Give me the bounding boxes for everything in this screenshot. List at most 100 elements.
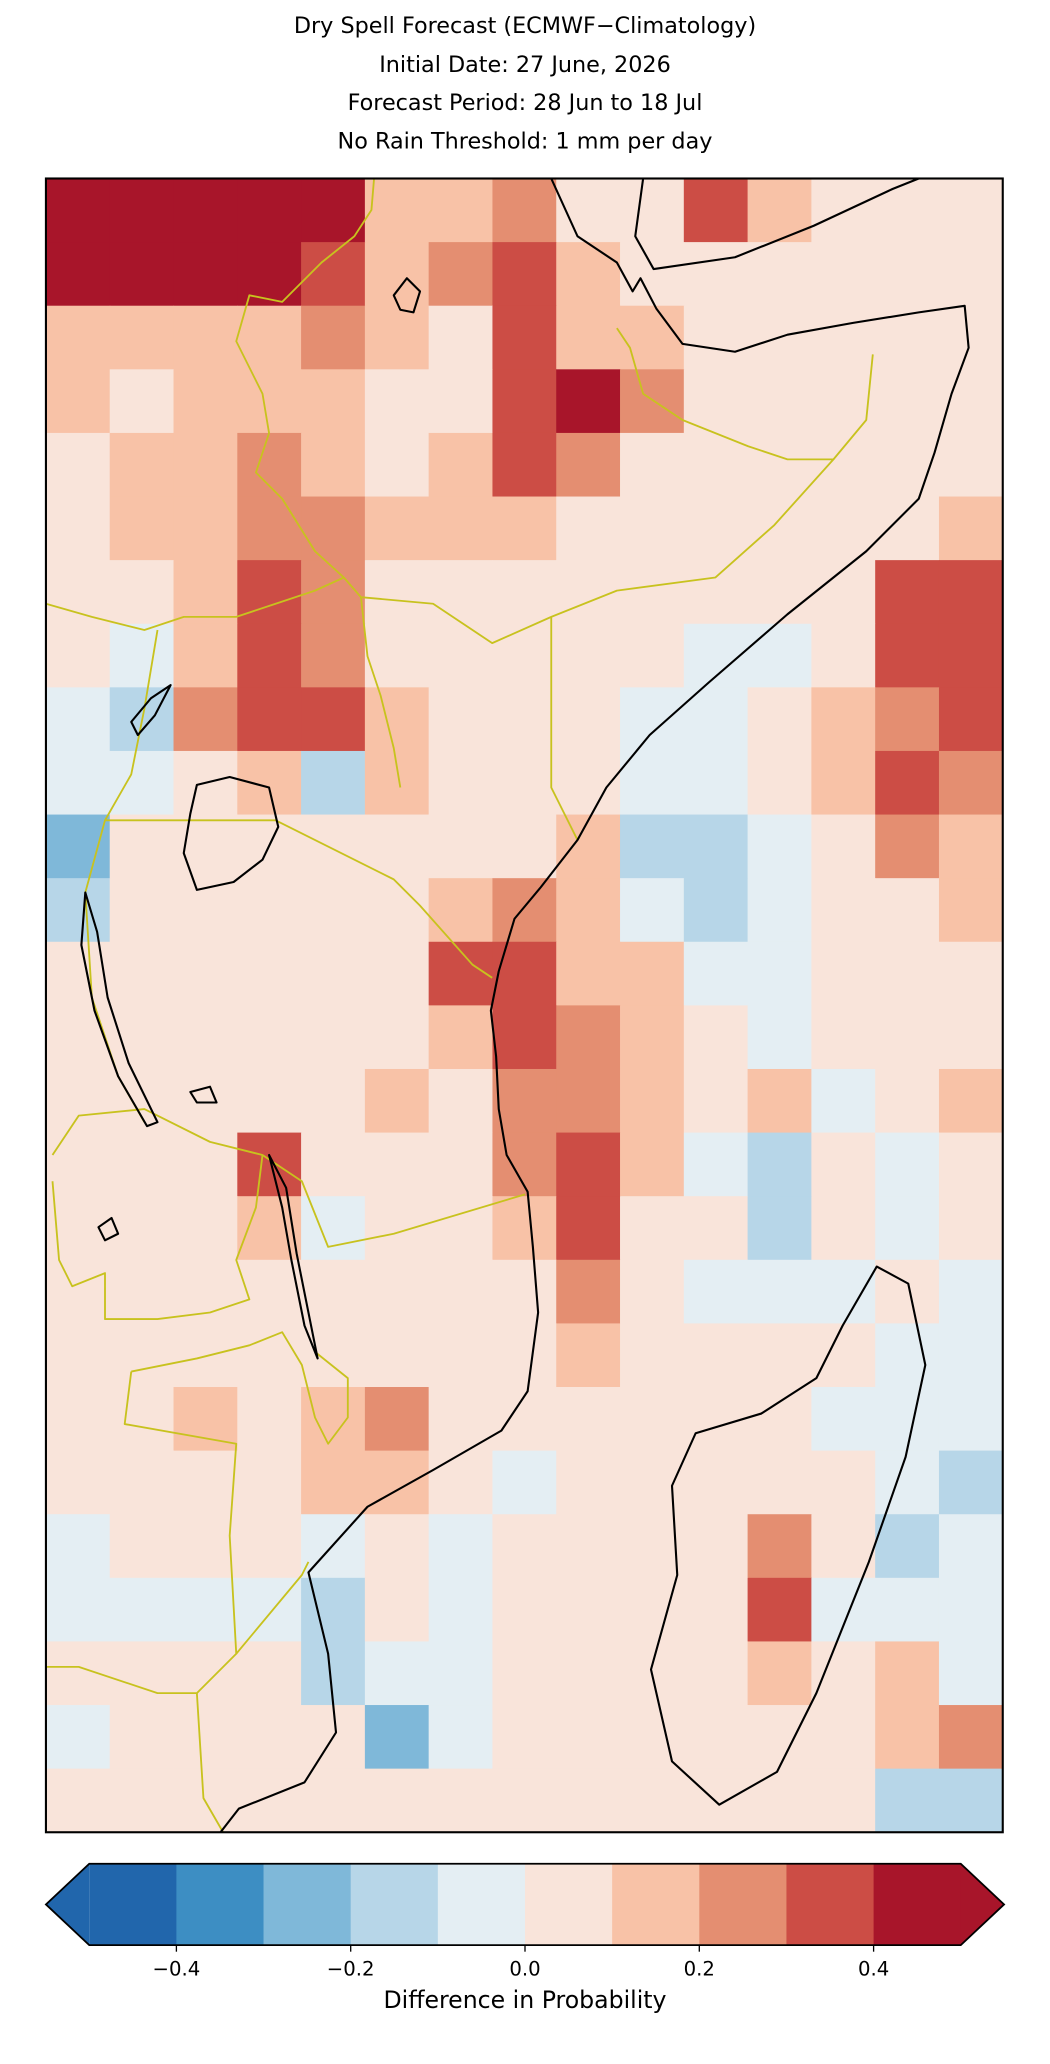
grid-cell <box>875 496 940 561</box>
grid-cell <box>237 1768 302 1833</box>
grid-cell <box>556 432 621 498</box>
colorbar-label: Difference in Probability <box>383 1986 666 2014</box>
grid-cell <box>875 1514 940 1579</box>
grid-cell <box>109 1768 175 1833</box>
grid-cell <box>428 496 493 561</box>
grid-cell <box>492 178 557 243</box>
grid-cell <box>938 1323 1004 1388</box>
grid-cell <box>747 1450 812 1515</box>
grid-cell <box>938 687 1004 752</box>
grid-cell <box>492 1323 557 1388</box>
grid-cell <box>556 560 621 625</box>
grid-cell <box>45 1768 111 1833</box>
grid-cell <box>683 1196 749 1261</box>
grid-cell <box>301 1577 366 1642</box>
grid-cell <box>938 623 1004 688</box>
grid-cell <box>875 1705 940 1770</box>
coastline <box>80 891 159 1128</box>
coastline <box>219 178 970 1833</box>
grid-cell <box>556 878 621 943</box>
grid-cell <box>237 941 302 1006</box>
colorbar-tick-label: 0.0 <box>509 1958 540 1981</box>
border <box>45 576 345 631</box>
grid-cell <box>492 750 557 816</box>
grid-cell <box>364 432 430 498</box>
grid-cell <box>428 1768 493 1833</box>
grid-cell <box>109 242 175 307</box>
grid-cell <box>173 1196 238 1261</box>
grid-cell <box>875 242 940 307</box>
grid-cell <box>747 1259 812 1324</box>
grid-cell <box>875 1068 940 1134</box>
colorbar: −0.4 −0.2 0.0 0.2 0.4 <box>44 1862 1006 1981</box>
grid-cell <box>875 1259 940 1324</box>
grid-cell <box>683 941 749 1006</box>
grid-cell <box>173 432 238 498</box>
grid-cell <box>938 1450 1004 1515</box>
grid-cell <box>109 305 175 370</box>
grid-cell <box>237 305 302 370</box>
grid-cell <box>875 1196 940 1261</box>
grid-cell <box>556 941 621 1006</box>
grid-cell <box>428 1705 493 1770</box>
grid-cell <box>109 496 175 561</box>
coastline <box>130 684 172 737</box>
border <box>195 1693 224 1833</box>
grid-cell <box>45 1068 111 1134</box>
grid-cell <box>45 496 111 561</box>
grid-cell <box>747 369 812 434</box>
grid-cell <box>237 878 302 943</box>
grid-cell <box>811 1641 876 1706</box>
grid-cell <box>301 1259 366 1324</box>
grid-cell <box>556 1514 621 1579</box>
grid-cell <box>938 305 1004 370</box>
grid-cell <box>492 369 557 434</box>
grid-cell <box>875 1132 940 1197</box>
grid-cell <box>428 1259 493 1324</box>
grid-cell <box>109 814 175 879</box>
grid-cell <box>875 1387 940 1452</box>
grid-cell <box>875 687 940 752</box>
grid-cell <box>237 560 302 625</box>
grid-cell <box>364 1450 430 1515</box>
grid-cell <box>556 1450 621 1515</box>
grid-cell <box>428 178 493 243</box>
grid-cell <box>237 242 302 307</box>
colorbar-tick-label: 0.2 <box>684 1958 715 1981</box>
grid-cell <box>556 1768 621 1833</box>
grid-cell <box>811 687 876 752</box>
grid-cell <box>620 1196 685 1261</box>
grid-cell <box>428 1196 493 1261</box>
grid-cell <box>428 1005 493 1070</box>
grid-cell <box>364 687 430 752</box>
grid-cell <box>747 623 812 688</box>
coastline <box>268 1153 319 1360</box>
grid-cell <box>364 369 430 434</box>
grid-cell <box>492 1705 557 1770</box>
grid-cell <box>683 496 749 561</box>
grid-cell <box>811 1450 876 1515</box>
grid-cell <box>492 1450 557 1515</box>
grid-cell <box>237 1450 302 1515</box>
grid-cell <box>109 560 175 625</box>
grid-cell <box>301 878 366 943</box>
grid-cell <box>45 1387 111 1452</box>
grid-cell <box>683 1387 749 1452</box>
grid-cell <box>811 1323 876 1388</box>
grid-cell <box>237 1259 302 1324</box>
grid-cell <box>109 1705 175 1770</box>
grid-cell <box>556 1705 621 1770</box>
grid-cell <box>109 1450 175 1515</box>
grid-cell <box>492 1196 557 1261</box>
grid-cell <box>173 1068 238 1134</box>
map-frame <box>44 177 1004 1834</box>
grid-cell <box>811 178 876 243</box>
grid-cell <box>364 941 430 1006</box>
grid-cell <box>683 432 749 498</box>
grid-cell <box>492 814 557 879</box>
grid-cell <box>428 560 493 625</box>
grid-cell <box>428 750 493 816</box>
grid-cell <box>747 242 812 307</box>
grid-cell <box>364 178 430 243</box>
